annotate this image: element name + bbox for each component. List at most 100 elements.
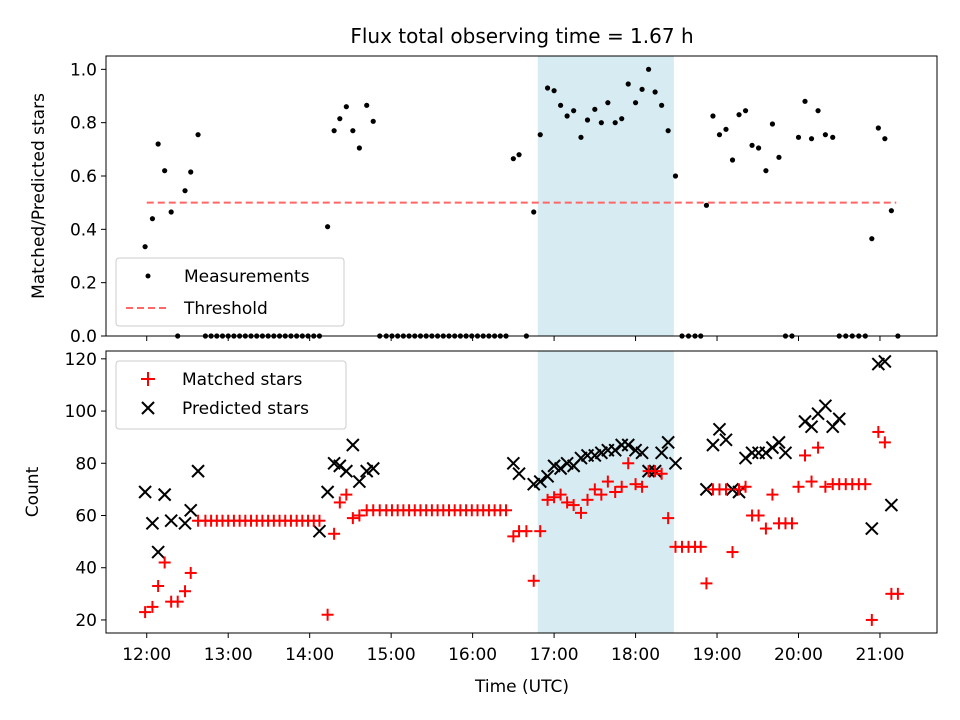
measurement-point bbox=[795, 134, 802, 140]
bottom-legend: Matched stars Predicted stars bbox=[115, 360, 347, 430]
matched-star-point bbox=[891, 587, 904, 600]
legend-predicted-marker bbox=[141, 401, 155, 415]
matched-star-point bbox=[346, 512, 359, 525]
shaded-interval-band bbox=[537, 56, 674, 336]
bottom-y-axis-label: Count bbox=[23, 466, 43, 517]
predicted-star-point bbox=[145, 516, 160, 531]
bottom-panel: 20 40 60 80 100 120 12:00 13:00 14:00 15:00 16:00… bbox=[23, 350, 938, 697]
legend-measurements-marker bbox=[145, 273, 151, 279]
matched-star-point bbox=[567, 499, 580, 512]
measurement-point bbox=[578, 134, 584, 140]
matched-star-point bbox=[759, 522, 772, 535]
measurement-point bbox=[632, 100, 639, 106]
measurement-point bbox=[142, 244, 148, 250]
matched-star-point bbox=[595, 488, 608, 501]
top-shaded-interval bbox=[537, 56, 674, 336]
matched-star-point bbox=[507, 530, 520, 543]
predicted-star-point bbox=[151, 545, 165, 559]
x-tick-label: 21:00 bbox=[855, 645, 904, 665]
measurement-point bbox=[343, 104, 349, 110]
matched-star-point bbox=[636, 480, 649, 493]
bottom-x-axis-ticks: 12:00 13:00 14:00 15:00 16:00 17:00 18:00 19:00… bbox=[122, 633, 904, 665]
predicted-star-point bbox=[178, 516, 192, 531]
figure-title: Flux total observing time = 1.67 h bbox=[350, 24, 693, 48]
matched-star-point bbox=[819, 480, 832, 493]
matched-star-point bbox=[313, 514, 326, 527]
measurement-point bbox=[736, 112, 742, 118]
matched-star-point bbox=[333, 496, 346, 509]
measurement-point bbox=[742, 108, 749, 114]
predicted-star-point bbox=[346, 438, 360, 452]
matched-star-point bbox=[146, 600, 159, 613]
y-tick-label: 0.8 bbox=[70, 114, 97, 134]
measurement-point bbox=[195, 132, 201, 138]
measurement-point bbox=[645, 66, 652, 72]
matched-star-point bbox=[321, 608, 334, 621]
measurement-point bbox=[551, 88, 557, 94]
measurement-point bbox=[370, 118, 376, 124]
predicted-star-point bbox=[884, 498, 899, 512]
matched-star-point bbox=[805, 475, 818, 488]
matched-star-point bbox=[766, 488, 779, 501]
predicted-star-point bbox=[352, 474, 367, 489]
measurement-point bbox=[350, 128, 356, 134]
measurement-point bbox=[729, 157, 736, 163]
predicted-star-point bbox=[832, 412, 846, 426]
matched-star-point bbox=[184, 566, 197, 579]
predicted-star-point bbox=[654, 446, 669, 460]
measurement-point bbox=[564, 113, 570, 119]
matched-star-point bbox=[588, 483, 601, 496]
matched-star-point bbox=[649, 465, 662, 478]
predicted-star-point bbox=[512, 467, 526, 481]
predicted-star-point bbox=[772, 435, 786, 450]
matched-star-point bbox=[520, 525, 533, 538]
top-y-axis-label: Matched/Predicted stars bbox=[29, 93, 49, 299]
matched-star-point bbox=[139, 606, 152, 619]
matched-star-point bbox=[534, 525, 547, 538]
predicted-star-point bbox=[138, 485, 152, 499]
predicted-star-point bbox=[615, 438, 629, 452]
bottom-legend-box bbox=[115, 360, 347, 430]
matched-star-point bbox=[340, 488, 353, 501]
measurement-point bbox=[665, 128, 671, 134]
matched-star-point bbox=[719, 483, 732, 496]
predicted-star-point bbox=[635, 446, 649, 460]
top-y-axis-ticks: 0.0 0.2 0.4 0.6 0.8 1.0 bbox=[70, 60, 106, 347]
predicted-star-point bbox=[745, 446, 759, 460]
matched-star-point bbox=[700, 577, 713, 590]
measurement-point bbox=[763, 168, 769, 174]
measurement-point bbox=[755, 145, 762, 151]
measurement-point bbox=[598, 120, 604, 126]
measurement-point bbox=[830, 134, 836, 140]
legend-threshold-label: Threshold bbox=[183, 299, 268, 319]
predicted-star-point bbox=[164, 514, 178, 528]
measurement-point bbox=[652, 89, 658, 95]
matched-star-point bbox=[726, 546, 739, 559]
matched-star-point bbox=[792, 480, 805, 493]
x-tick-label: 12:00 bbox=[122, 645, 171, 665]
legend-matched-label: Matched stars bbox=[182, 370, 302, 390]
y-tick-label: 0.2 bbox=[70, 274, 97, 294]
matched-star-point bbox=[500, 504, 513, 517]
matched-star-point bbox=[152, 580, 165, 592]
y-tick-label: 1.0 bbox=[70, 60, 97, 80]
top-axes-frame bbox=[105, 55, 938, 337]
measurement-point bbox=[672, 173, 679, 179]
measurement-point bbox=[592, 106, 598, 112]
x-axis-label: Time (UTC) bbox=[474, 677, 569, 697]
x-tick-label: 20:00 bbox=[774, 645, 823, 665]
measurement-point bbox=[149, 216, 156, 222]
top-panel: 0.0 0.2 0.4 0.6 0.8 1.0 Matched/Predicted sta… bbox=[29, 55, 938, 347]
measurement-point bbox=[723, 126, 729, 132]
matched-star-point bbox=[694, 540, 707, 553]
measurement-point bbox=[356, 145, 362, 151]
measurement-point bbox=[612, 120, 618, 126]
predicted-star-point bbox=[191, 464, 205, 478]
matched-star-point bbox=[799, 449, 812, 462]
matched-star-point bbox=[601, 475, 614, 488]
legend-predicted-label: Predicted stars bbox=[182, 399, 309, 419]
matched-star-point bbox=[629, 478, 642, 491]
measurement-point bbox=[558, 102, 564, 108]
top-x-axis-ticks bbox=[146, 336, 881, 341]
